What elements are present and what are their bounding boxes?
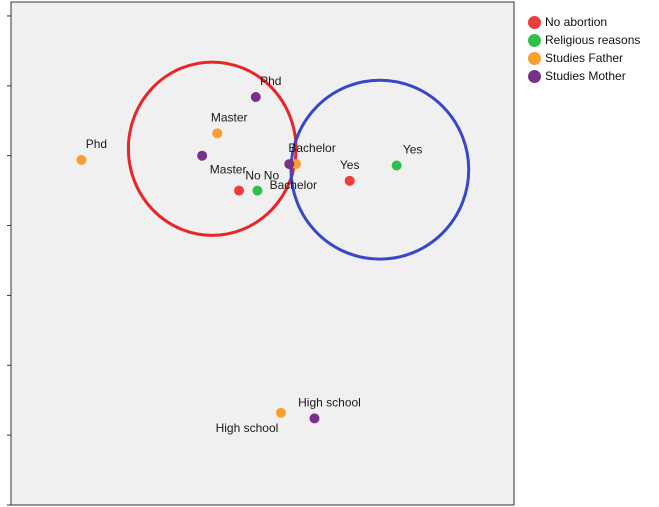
data-point [234,185,245,196]
legend-swatch [528,33,541,47]
point-label: No [264,169,280,183]
point-label: Phd [260,74,281,88]
legend-swatch [528,51,541,65]
data-point [212,128,223,139]
point-label: High school [298,395,361,409]
point-label: Bachelor [270,178,317,192]
point-label: Phd [86,137,107,151]
point-label: Master [210,163,247,177]
data-point [275,407,286,418]
data-point [391,160,402,171]
point-label: Yes [403,142,423,156]
legend-item: No abortion [528,13,640,31]
data-point [284,159,295,170]
point-label: High school [216,421,279,435]
plot-frame [10,1,515,506]
legend-item: Religious reasons [528,31,640,49]
data-point [252,185,263,196]
legend-swatch [528,69,541,83]
point-label: Bachelor [288,141,335,155]
legend-label: Religious reasons [545,33,641,47]
legend-label: Studies Father [545,51,624,65]
point-label: No [245,169,261,183]
legend-label: No abortion [545,15,608,29]
legend-item: Studies Father [528,49,640,67]
highlight-circle [126,60,298,237]
legend-swatch [528,15,541,29]
highlight-circles [126,60,471,261]
highlight-circle [289,78,471,261]
legend-item: Studies Mother [528,67,640,85]
data-point [197,150,208,161]
data-point [250,92,261,103]
point-label: Master [211,110,248,124]
data-point [309,413,320,424]
legend-label: Studies Mother [545,69,626,83]
point-label: Yes [340,158,360,172]
data-point [76,154,87,165]
data-point [344,175,355,186]
legend: No abortion Religious reasons Studies Fath… [528,13,640,85]
y-axis-ticks [7,15,11,506]
data-points: Yes No Yes No Phd Master Bachelor High school Ph… [76,74,422,435]
